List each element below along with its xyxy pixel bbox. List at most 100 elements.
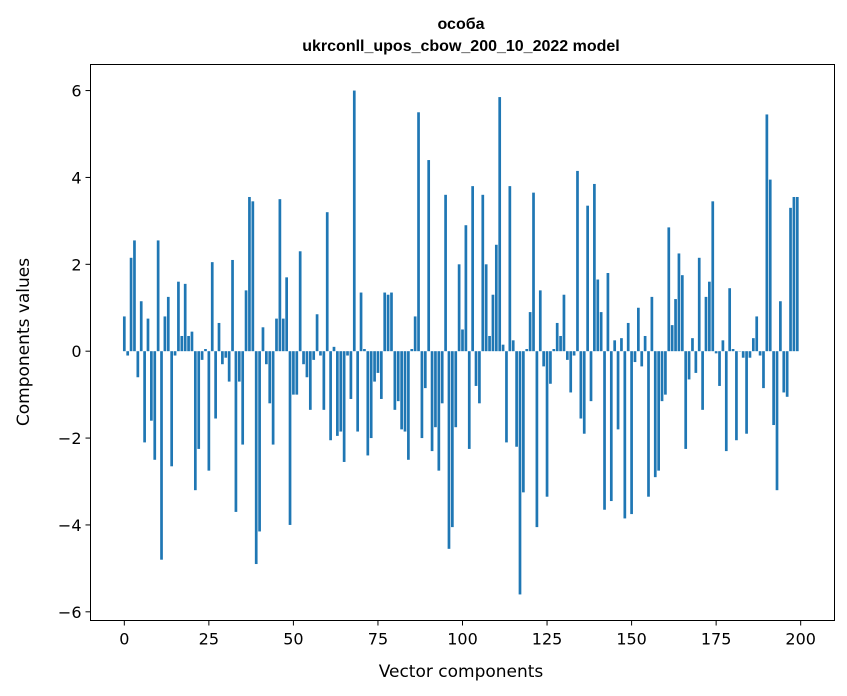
bar-114 xyxy=(508,186,512,352)
bar-158 xyxy=(657,351,660,471)
bar-68 xyxy=(352,90,356,352)
bar-128 xyxy=(555,322,559,352)
bar-38 xyxy=(251,201,255,352)
bar-194 xyxy=(779,301,782,352)
bar-192 xyxy=(772,351,775,426)
bar-110 xyxy=(494,244,498,352)
bar-198 xyxy=(792,196,796,352)
bar-71 xyxy=(363,349,366,352)
bar-116 xyxy=(515,351,518,447)
x-axis-label: Vector components xyxy=(379,662,544,682)
bar-157 xyxy=(653,351,657,478)
bar-178 xyxy=(724,351,728,452)
bar-12 xyxy=(163,316,167,352)
bar-91 xyxy=(430,351,434,452)
bar-199 xyxy=(795,196,799,352)
bar-43 xyxy=(268,351,272,404)
bar-171 xyxy=(701,351,704,410)
bar-103 xyxy=(471,186,474,352)
bar-115 xyxy=(511,340,515,352)
bar-132 xyxy=(569,351,573,393)
bar-73 xyxy=(369,351,373,439)
bar-146 xyxy=(616,351,620,430)
bar-50 xyxy=(292,351,295,395)
bar-145 xyxy=(613,340,617,352)
bar-162 xyxy=(670,325,674,352)
bar-144 xyxy=(609,351,613,502)
bar-6 xyxy=(143,351,146,443)
bar-179 xyxy=(728,288,732,352)
bar-86 xyxy=(413,316,417,352)
bar-190 xyxy=(765,114,769,352)
bar-64 xyxy=(339,351,343,432)
bar-76 xyxy=(379,351,383,399)
bar-168 xyxy=(691,338,694,352)
bar-111 xyxy=(498,97,502,352)
bar-0 xyxy=(122,316,126,352)
bar-175 xyxy=(714,351,718,354)
bar-120 xyxy=(528,312,532,352)
x-tick-label: 75 xyxy=(368,630,388,649)
bar-105 xyxy=(478,351,481,404)
bar-26 xyxy=(210,262,214,352)
bar-169 xyxy=(694,351,698,373)
bar-149 xyxy=(626,322,630,352)
bar-77 xyxy=(383,292,387,352)
bar-21 xyxy=(193,351,197,491)
bar-143 xyxy=(606,273,610,352)
bar-109 xyxy=(491,294,495,352)
bar-36 xyxy=(244,290,248,352)
bar-2 xyxy=(129,257,133,352)
bar-102 xyxy=(467,351,471,449)
bar-57 xyxy=(315,314,319,352)
bar-42 xyxy=(265,351,268,365)
bar-164 xyxy=(677,253,681,352)
bar-94 xyxy=(440,351,444,404)
bar-187 xyxy=(755,316,759,352)
x-tick-label: 100 xyxy=(447,630,478,649)
bar-15 xyxy=(173,351,177,356)
bar-156 xyxy=(650,296,654,352)
bar-85 xyxy=(410,349,414,352)
bar-152 xyxy=(637,307,640,352)
bar-4 xyxy=(136,351,140,378)
bar-122 xyxy=(535,351,539,528)
bar-62 xyxy=(332,346,336,352)
bar-153 xyxy=(640,351,644,367)
bar-196 xyxy=(785,351,789,397)
bar-23 xyxy=(200,351,204,360)
bar-193 xyxy=(775,351,779,491)
y-tick-label: −6 xyxy=(58,603,82,622)
bar-147 xyxy=(620,338,623,352)
bar-45 xyxy=(275,318,278,352)
bar-177 xyxy=(721,340,725,352)
bar-107 xyxy=(484,264,488,352)
bar-151 xyxy=(633,351,637,363)
bar-195 xyxy=(782,351,786,393)
bar-95 xyxy=(444,194,447,352)
bar-130 xyxy=(562,294,566,352)
bar-69 xyxy=(356,351,360,432)
bar-28 xyxy=(217,322,221,352)
bar-126 xyxy=(549,351,552,384)
bar-70 xyxy=(359,292,363,352)
bar-100 xyxy=(461,329,464,352)
bar-93 xyxy=(437,351,441,471)
x-tick-label: 25 xyxy=(199,630,219,649)
bar-106 xyxy=(481,194,485,352)
bar-89 xyxy=(423,351,427,389)
bar-19 xyxy=(187,335,190,352)
bar-124 xyxy=(542,351,546,367)
bar-189 xyxy=(762,351,765,389)
bar-80 xyxy=(393,351,397,410)
bar-142 xyxy=(603,351,606,510)
bar-150 xyxy=(630,351,633,515)
bar-47 xyxy=(281,318,285,352)
y-tick-label: −2 xyxy=(58,429,82,448)
bar-88 xyxy=(420,351,424,439)
bar-129 xyxy=(559,335,562,352)
bar-185 xyxy=(748,351,752,358)
bar-59 xyxy=(322,351,326,410)
bar-148 xyxy=(623,351,627,519)
